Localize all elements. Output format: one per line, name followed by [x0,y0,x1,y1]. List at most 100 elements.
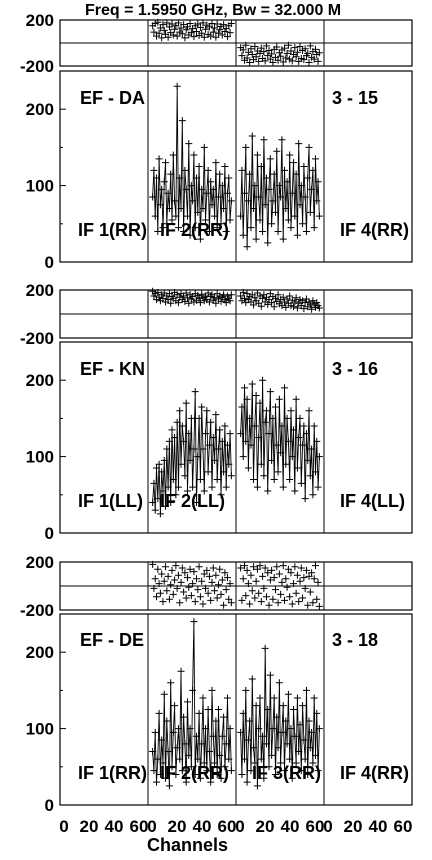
amplitude-point [195,163,203,170]
phase-point [149,560,157,568]
amplitude-point [220,468,228,476]
amplitude-point [180,227,188,235]
phase-point [154,565,162,573]
amplitude-point [194,453,202,461]
amplitude-point [253,782,261,790]
amplitude-point [172,212,180,220]
amplitude-point [248,380,256,388]
amplitude-point [299,441,307,449]
amplitude-point [250,744,258,752]
amplitude-point [151,728,159,736]
amplitude-point [221,763,229,771]
phase-point [196,23,204,31]
phase-point [260,584,268,592]
amplitude-point [207,778,215,786]
phase-point [181,297,189,305]
amplitude-point [271,403,279,411]
amplitude-point [173,744,181,752]
amplitude-point [168,763,176,771]
x-tick-label: 60 [130,817,149,836]
phase-point [261,564,269,572]
amplitude-point [181,740,189,748]
amplitude-line-if2rr [152,86,232,240]
phase-point [182,594,190,602]
amplitude-point [284,690,292,698]
amplitude-point [154,495,162,503]
amplitude-point [305,143,313,151]
amplitude-point [203,189,211,197]
phase-point [155,580,163,588]
amplitude-point [198,740,206,748]
amplitude-point [213,476,221,484]
amplitude-line-if2ll [152,391,232,514]
amplitude-point [203,407,211,415]
phase-point [247,571,255,579]
amplitude-point [187,414,195,422]
phase-point [246,600,254,608]
phase-point [281,596,289,604]
phase-point [171,576,179,584]
phase-point [168,566,176,574]
x-tick-label: 60 [394,817,413,836]
phase-point [241,294,249,302]
phase-point [304,49,312,57]
if-label-4: IF 4(RR) [340,763,409,783]
phase-point [268,566,276,574]
phase-point [238,52,246,60]
amplitude-point [176,174,184,182]
amplitude-point [196,476,204,484]
phase-point [253,565,261,573]
amplitude-point [269,414,277,422]
amplitude-point [242,437,250,445]
amplitude-point [160,178,168,186]
amplitude-point [311,155,319,163]
phase-point [290,580,298,588]
phase-point [222,586,230,594]
amplitude-point [225,755,233,763]
amplitude-point [238,770,246,778]
phase-point [205,298,213,306]
phase-point [315,602,323,610]
amplitude-point [209,732,217,740]
amplitude-point [266,155,274,163]
phase-point [288,600,296,608]
phase-point [283,49,291,57]
amplitude-point [239,231,247,239]
amplitude-point [248,675,256,683]
amplitude-point [186,231,194,239]
amplitude-point [243,778,251,786]
amplitude-point [281,767,289,775]
amplitude-point [195,414,203,422]
amplitude-point [264,706,272,713]
phase-tick-label: 200 [26,553,54,572]
phase-point [213,20,221,28]
phase-point [291,44,299,52]
phase-point [208,19,216,27]
amplitude-point [168,426,176,434]
amplitude-point [193,498,201,506]
amplitude-point [225,460,233,468]
phase-point [315,49,323,57]
amplitude-point [154,227,162,235]
amplitude-point [244,736,252,744]
x-tick-label: 40 [281,817,300,836]
phase-point [301,299,309,307]
amplitude-point [251,182,259,190]
if-label-1: IF 1(RR) [78,220,147,240]
amplitude-point [221,422,229,430]
amplitude-point [241,384,249,392]
phase-point [293,48,301,56]
panel-0-time-label: 3 - 15 [332,88,378,108]
amplitude-point [259,376,267,384]
phase-point [286,292,294,300]
amplitude-point [214,445,222,453]
x-axis-title: Channels [147,835,228,855]
amplitude-point [283,178,291,186]
phase-point [194,291,202,299]
amplitude-point [296,721,304,729]
amplitude-point [247,224,255,232]
amplitude-point [244,464,252,472]
phase-point [187,29,195,37]
amplitude-point [154,755,162,763]
amplitude-point [259,227,267,235]
